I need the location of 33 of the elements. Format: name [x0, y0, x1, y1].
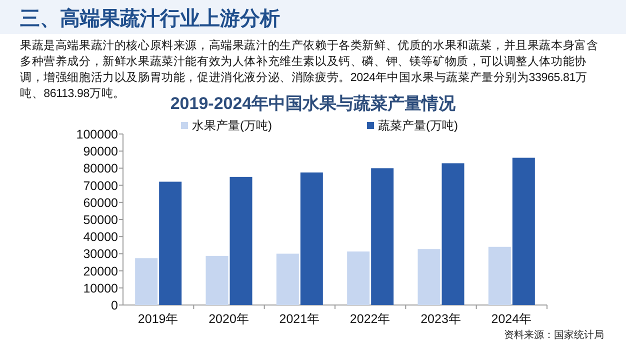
bar [347, 251, 370, 305]
y-tick-label: 50000 [83, 213, 118, 227]
bar [488, 246, 511, 305]
y-tick-label: 30000 [83, 247, 118, 262]
x-tick-label: 2020年 [208, 312, 250, 326]
y-tick-label: 60000 [83, 196, 118, 210]
y-tick-label: 0 [111, 298, 118, 312]
bar [206, 256, 228, 305]
x-tick-label: 2019年 [138, 312, 179, 326]
bar [371, 168, 394, 305]
y-tick-label: 40000 [83, 230, 118, 244]
bar [230, 176, 252, 305]
bar [300, 172, 323, 305]
bar [442, 163, 464, 305]
bar [135, 258, 158, 305]
legend-label: 蔬菜产量(万吨) [378, 118, 458, 132]
y-tick-label: 10000 [83, 281, 118, 296]
x-tick-label: 2023年 [420, 312, 462, 326]
y-tick-label: 70000 [83, 178, 118, 193]
x-tick-label: 2022年 [350, 312, 391, 326]
y-tick-label: 80000 [83, 162, 118, 176]
y-tick-label: 20000 [83, 264, 118, 278]
bar [512, 158, 535, 305]
legend-label: 水果产量(万吨) [192, 118, 272, 132]
bar [418, 249, 440, 305]
text: 三、高端果蔬汁行业上游分析 [20, 6, 280, 32]
y-tick-label: 90000 [83, 144, 118, 159]
bar [159, 182, 182, 305]
bar [276, 254, 299, 305]
text: 资料来源：国家统计局 [504, 328, 604, 342]
x-tick-label: 2024年 [491, 312, 532, 326]
x-tick-label: 2021年 [279, 312, 320, 326]
y-tick-label: 100000 [76, 128, 118, 142]
